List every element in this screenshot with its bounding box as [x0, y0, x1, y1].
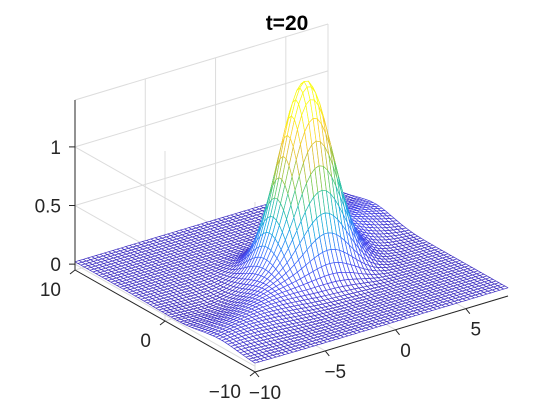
z-tick-label: 0: [50, 255, 61, 276]
x-tick-mark: [395, 329, 400, 336]
surface-mesh: [74, 80, 509, 364]
y-tick-label: −10: [209, 382, 241, 403]
y-tick-label: 0: [140, 331, 151, 352]
grid-edge: [74, 23, 329, 101]
x-tick-label: −5: [324, 362, 346, 383]
y-tick-mark: [249, 371, 256, 377]
z-tick-label: 0.5: [35, 197, 61, 218]
grid-line: [74, 263, 256, 367]
y-tick-mark: [159, 320, 166, 326]
x-tick-mark: [324, 350, 330, 357]
z-tick-label: 1: [50, 138, 61, 159]
chart-title: t=20: [266, 12, 309, 35]
x-tick-label: 0: [400, 341, 411, 362]
x-tick-label: −10: [249, 383, 281, 404]
x-tick-mark: [465, 308, 471, 314]
x-tick-label: 5: [471, 320, 482, 341]
y-tick-mark: [69, 269, 76, 275]
y-tick-label: 10: [40, 280, 61, 301]
x-tick-mark: [254, 371, 260, 378]
grid-line: [74, 70, 329, 148]
